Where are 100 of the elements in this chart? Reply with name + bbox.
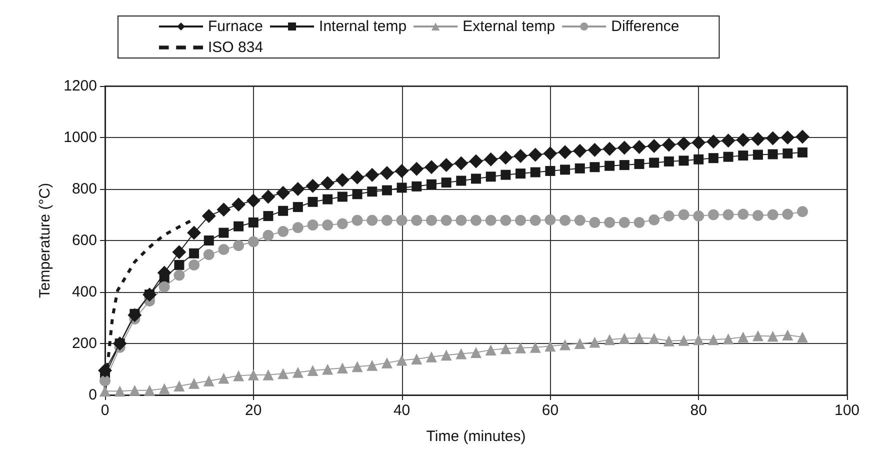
point bbox=[292, 366, 304, 378]
point bbox=[456, 348, 467, 360]
point bbox=[396, 354, 408, 366]
y-tick-label: 0 bbox=[88, 386, 97, 404]
point bbox=[693, 334, 704, 346]
point bbox=[262, 369, 274, 380]
point bbox=[366, 360, 378, 371]
point bbox=[500, 343, 512, 354]
point bbox=[202, 209, 216, 224]
x-tick-label: 40 bbox=[393, 402, 410, 419]
point bbox=[306, 178, 320, 193]
point bbox=[380, 166, 394, 180]
point bbox=[336, 218, 348, 230]
point bbox=[545, 166, 556, 176]
point bbox=[188, 378, 200, 389]
point bbox=[663, 335, 674, 346]
point bbox=[367, 186, 378, 197]
point bbox=[572, 144, 587, 158]
point bbox=[278, 226, 289, 237]
point bbox=[469, 154, 483, 168]
point bbox=[676, 136, 691, 151]
point bbox=[440, 214, 452, 226]
point bbox=[307, 220, 318, 231]
point bbox=[424, 160, 438, 174]
point bbox=[722, 333, 734, 344]
point bbox=[767, 330, 778, 342]
point bbox=[692, 136, 706, 150]
point bbox=[439, 158, 454, 172]
point bbox=[381, 357, 392, 368]
point bbox=[500, 214, 512, 226]
point bbox=[500, 170, 511, 180]
y-tick-label: 600 bbox=[72, 232, 97, 249]
point bbox=[706, 134, 720, 149]
point bbox=[604, 216, 616, 228]
point bbox=[752, 330, 764, 342]
y-tick-label: 200 bbox=[72, 335, 97, 352]
point bbox=[619, 160, 630, 170]
point bbox=[618, 216, 630, 228]
point bbox=[232, 197, 246, 212]
point bbox=[441, 178, 452, 188]
point bbox=[589, 216, 600, 228]
legend-label: Difference bbox=[611, 18, 680, 35]
point bbox=[738, 208, 749, 220]
y-tick-label: 1200 bbox=[64, 78, 97, 94]
point bbox=[174, 260, 184, 270]
point bbox=[780, 130, 795, 144]
point bbox=[233, 370, 244, 382]
point bbox=[216, 202, 231, 217]
point bbox=[456, 176, 466, 186]
point bbox=[632, 140, 646, 154]
point bbox=[189, 248, 200, 258]
point bbox=[410, 162, 424, 176]
point bbox=[335, 172, 350, 187]
point bbox=[366, 214, 378, 226]
point bbox=[204, 236, 214, 246]
point bbox=[723, 152, 734, 162]
point bbox=[352, 361, 363, 372]
point bbox=[172, 245, 186, 260]
point bbox=[263, 211, 274, 222]
point bbox=[128, 308, 142, 322]
point bbox=[796, 206, 808, 218]
point bbox=[174, 380, 185, 392]
legend-label: Furnace bbox=[208, 18, 264, 35]
point bbox=[218, 244, 230, 256]
point bbox=[203, 375, 214, 386]
point bbox=[634, 216, 645, 228]
point bbox=[426, 351, 437, 362]
y-tick-label: 1000 bbox=[64, 129, 97, 146]
point bbox=[694, 154, 704, 164]
point bbox=[602, 142, 617, 156]
point bbox=[574, 163, 585, 174]
point bbox=[722, 209, 734, 220]
point bbox=[454, 156, 468, 170]
point bbox=[456, 214, 467, 226]
point bbox=[320, 176, 335, 190]
point bbox=[648, 332, 660, 344]
point bbox=[278, 368, 289, 380]
point bbox=[365, 168, 380, 182]
point bbox=[411, 214, 422, 226]
point bbox=[663, 210, 674, 222]
point bbox=[292, 222, 304, 234]
y-axis-title: Temperature (°C) bbox=[36, 182, 54, 298]
point bbox=[336, 362, 348, 374]
point bbox=[248, 217, 258, 228]
point bbox=[543, 146, 558, 160]
point bbox=[234, 221, 244, 232]
point bbox=[322, 194, 333, 204]
point bbox=[796, 332, 808, 343]
point bbox=[426, 214, 437, 226]
point bbox=[352, 189, 362, 200]
point bbox=[322, 220, 334, 231]
point bbox=[530, 342, 541, 353]
point bbox=[470, 214, 482, 226]
point bbox=[174, 270, 185, 281]
point bbox=[768, 149, 778, 160]
point bbox=[708, 153, 718, 164]
point bbox=[678, 334, 690, 346]
point bbox=[574, 214, 586, 226]
point bbox=[278, 206, 288, 216]
point bbox=[233, 240, 244, 252]
